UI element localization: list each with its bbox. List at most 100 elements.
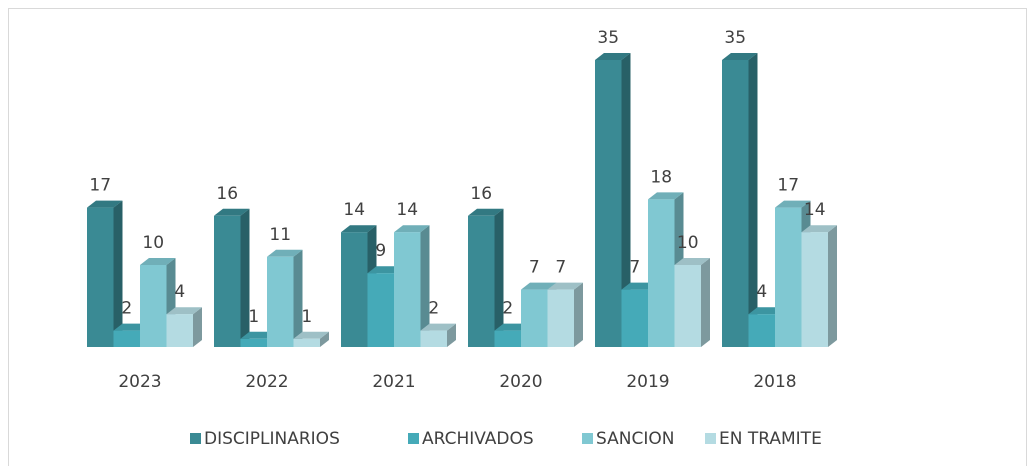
bar-top-shade [341,225,377,233]
bar-top [674,258,710,265]
bar-top-shade [293,331,329,339]
bar [748,314,775,347]
bar [648,199,675,347]
bar-top [87,200,123,208]
bar-top-shade [674,258,710,265]
bar-side [494,208,504,347]
bar-top [595,53,631,60]
bar [722,60,749,347]
bar-top [801,225,837,233]
bar-top [547,282,583,290]
bar-top-shade [521,282,557,290]
bar-side [621,53,631,347]
bar-top-shade [595,53,631,60]
data-label: 7 [629,258,640,278]
bar [113,330,140,347]
bar-side-shade [240,208,250,347]
bar-side [447,323,456,347]
bar-top-shade [648,192,684,200]
bar-top-shade [214,208,250,216]
data-label: 35 [724,28,746,48]
bar [674,265,701,347]
bar-top-shade [420,323,456,331]
bar [267,256,294,347]
bar [140,265,167,347]
bar-top-shade [394,225,430,233]
bar-top [293,331,329,339]
bar-side [113,200,123,347]
bar [621,289,648,347]
bar-top [775,200,811,208]
data-label: 14 [804,200,826,220]
bar-top [214,208,250,216]
legend-swatch [408,433,419,444]
x-tick-label: 2020 [499,372,542,392]
bar-top-shade [468,208,504,216]
bar-side [748,53,758,347]
bar [87,207,114,347]
bar-top-shade [267,249,303,257]
bar-side-shade [320,331,329,347]
bar-top-shade [722,53,758,60]
bar [214,215,241,347]
data-label: 18 [650,167,672,187]
bar-side [320,331,329,347]
bar [775,207,802,347]
bar-top [140,258,176,265]
bar [240,338,267,347]
data-label: 1 [301,307,312,327]
bar-top [267,249,303,257]
bar-side-shade [193,307,202,347]
bar-top-shade [775,200,811,208]
bar [468,215,495,347]
bar-top [341,225,377,233]
x-tick-label: 2019 [626,372,669,392]
bar-side-shade [494,208,504,347]
bar [367,273,394,347]
bar [521,289,548,347]
bar [595,60,622,347]
data-label: 16 [216,184,238,204]
data-label: 17 [89,176,111,196]
legend-swatch [705,433,716,444]
bar-side [240,208,250,347]
legend-label: ARCHIVADOS [422,429,534,449]
bar-top-shade [140,258,176,265]
legend-label: SANCION [596,429,674,449]
bar [801,232,828,347]
bar [547,289,574,347]
legend-swatch [190,433,201,444]
data-label: 17 [777,176,799,196]
x-tick-label: 2023 [118,372,161,392]
bar [341,232,368,347]
bar-side [193,307,202,347]
legend-label: EN TRAMITE [719,429,822,449]
data-label: 1 [248,307,259,327]
legend-swatch [582,433,593,444]
bar-top-shade [547,282,583,290]
data-label: 16 [470,184,492,204]
bar-top [521,282,557,290]
data-label: 14 [343,200,365,220]
data-label: 14 [396,200,418,220]
data-label: 4 [174,282,185,302]
legend-label: DISCIPLINARIOS [204,429,340,449]
bar-side [574,282,583,347]
bar-side-shade [574,282,583,347]
bar-side [828,225,837,347]
x-tick-label: 2018 [753,372,796,392]
bar-side-shade [828,225,837,347]
bar-top [468,208,504,216]
bar-top [648,192,684,200]
bar-side-shade [293,249,303,347]
data-label: 11 [269,225,291,245]
bar-top [166,307,202,315]
data-label: 2 [428,299,439,319]
data-label: 10 [677,233,699,253]
chart-frame [8,8,1027,466]
bar-side-shade [621,53,631,347]
bar-top-shade [166,307,202,315]
data-label: 2 [121,299,132,319]
x-tick-label: 2021 [372,372,415,392]
